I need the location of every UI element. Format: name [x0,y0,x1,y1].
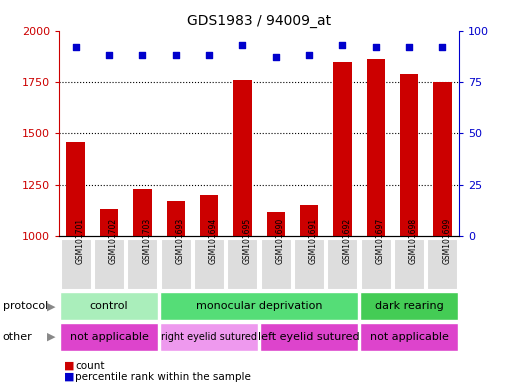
Bar [267,212,285,236]
Text: ▶: ▶ [47,332,55,342]
Text: GSM101699: GSM101699 [442,218,451,264]
Text: not applicable: not applicable [370,332,448,342]
Text: ■: ■ [64,361,74,371]
Text: other: other [3,332,32,342]
FancyBboxPatch shape [394,239,424,289]
Bar [400,74,418,236]
Text: GSM101694: GSM101694 [209,218,218,264]
FancyBboxPatch shape [60,293,159,320]
FancyBboxPatch shape [361,239,391,289]
Text: dark rearing: dark rearing [374,301,444,311]
Point [105,52,113,58]
FancyBboxPatch shape [260,323,359,351]
FancyBboxPatch shape [227,239,258,289]
Text: GSM101701: GSM101701 [76,218,85,264]
Bar [333,61,351,236]
Bar [200,195,218,236]
FancyBboxPatch shape [360,323,459,351]
Point [305,52,313,58]
Point [371,44,380,50]
Text: not applicable: not applicable [70,332,148,342]
FancyBboxPatch shape [294,239,324,289]
FancyBboxPatch shape [60,323,159,351]
Point [238,42,246,48]
FancyBboxPatch shape [261,239,291,289]
Text: ■: ■ [64,372,74,382]
Text: right eyelid sutured: right eyelid sutured [161,332,257,342]
Bar [67,142,85,236]
Text: GSM101692: GSM101692 [343,218,351,264]
Bar [233,80,251,236]
FancyBboxPatch shape [161,239,191,289]
FancyBboxPatch shape [61,239,91,289]
Point [205,52,213,58]
Point [338,42,346,48]
Text: GSM101690: GSM101690 [276,218,285,264]
FancyBboxPatch shape [160,323,259,351]
Point [71,44,80,50]
Text: GSM101703: GSM101703 [143,218,151,264]
FancyBboxPatch shape [94,239,124,289]
Text: left eyelid sutured: left eyelid sutured [258,332,360,342]
Text: GSM101695: GSM101695 [242,218,251,264]
Title: GDS1983 / 94009_at: GDS1983 / 94009_at [187,14,331,28]
Bar [300,205,318,236]
FancyBboxPatch shape [360,293,459,320]
Point [171,52,180,58]
Text: GSM101693: GSM101693 [175,218,185,264]
Text: control: control [90,301,128,311]
Text: GSM101698: GSM101698 [409,218,418,264]
Point [138,52,146,58]
Point [271,55,280,61]
Bar [100,209,118,236]
Text: GSM101702: GSM101702 [109,218,118,264]
FancyBboxPatch shape [160,293,359,320]
Bar [133,189,151,236]
Point [438,44,446,50]
Bar [433,82,451,236]
Bar [367,60,385,236]
Text: percentile rank within the sample: percentile rank within the sample [75,372,251,382]
Text: GSM101691: GSM101691 [309,218,318,264]
Point [405,44,413,50]
Text: protocol: protocol [3,301,48,311]
Text: GSM101697: GSM101697 [376,218,385,264]
FancyBboxPatch shape [127,239,157,289]
Bar [167,201,185,236]
Text: monocular deprivation: monocular deprivation [196,301,322,311]
FancyBboxPatch shape [427,239,458,289]
Text: count: count [75,361,105,371]
FancyBboxPatch shape [194,239,224,289]
Text: ▶: ▶ [47,301,55,311]
FancyBboxPatch shape [327,239,358,289]
